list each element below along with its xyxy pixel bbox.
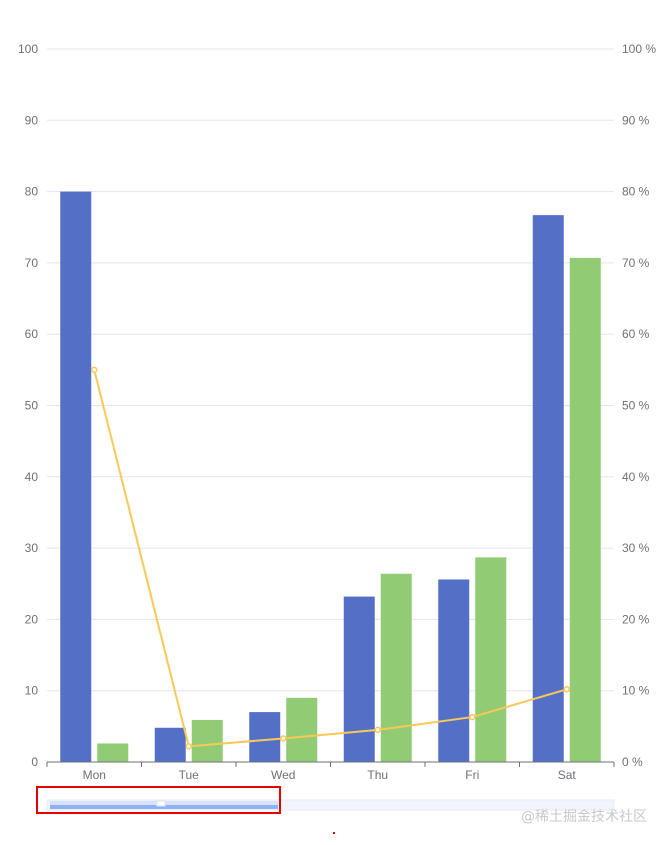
- bar-series-b: [569, 257, 601, 762]
- line-point: [185, 743, 192, 750]
- x-tick-label: Sat: [558, 768, 577, 782]
- y-left-tick-label: 0: [31, 755, 38, 769]
- y-left-tick-label: 100: [18, 42, 38, 56]
- y-left-tick-label: 30: [25, 541, 39, 555]
- watermark-text: @稀土掘金技术社区: [521, 809, 647, 825]
- y-right-tick-label: 20 %: [622, 612, 650, 626]
- y-left-tick-label: 50: [25, 399, 39, 413]
- line-point: [280, 735, 287, 742]
- zoom-track[interactable]: [46, 799, 615, 811]
- bar-series-a: [154, 727, 186, 762]
- x-tick-label: Wed: [271, 768, 295, 782]
- x-tick-label: Thu: [367, 768, 388, 782]
- y-right-tick-label: 40 %: [622, 470, 650, 484]
- y-right-tick-label: 60 %: [622, 327, 650, 341]
- bar-series-b: [380, 573, 412, 762]
- y-right-tick-label: 30 %: [622, 541, 650, 555]
- bar-series-a: [532, 215, 564, 762]
- y-left-tick-label: 80: [25, 185, 39, 199]
- zoom-handle[interactable]: [156, 800, 166, 807]
- y-right-tick-label: 0 %: [622, 755, 643, 769]
- line-point: [563, 686, 570, 693]
- y-left-tick-label: 40: [25, 470, 39, 484]
- y-right-tick-label: 70 %: [622, 256, 650, 270]
- y-axis-right-labels: 0 % 10 % 20 % 30 % 40 % 50 % 60 % 70 % 80 % 90 % 1…: [622, 42, 656, 769]
- y-left-tick-label: 20: [25, 612, 39, 626]
- y-left-tick-label: 60: [25, 327, 39, 341]
- bar-series-b: [286, 697, 318, 762]
- data-zoom-slider[interactable]: [36, 786, 615, 834]
- x-tick-label: Tue: [179, 768, 200, 782]
- y-left-tick-label: 10: [25, 684, 39, 698]
- bar-series-b: [475, 557, 507, 762]
- x-tick-label: Fri: [465, 768, 479, 782]
- bar-series-a: [60, 191, 92, 763]
- y-right-tick-label: 90 %: [622, 113, 650, 127]
- line-ratio: [93, 369, 568, 748]
- bar-series-a: [438, 579, 470, 762]
- y-left-tick-label: 90: [25, 113, 39, 127]
- zoom-filler[interactable]: [50, 805, 278, 809]
- bar-series-b: [97, 743, 129, 762]
- line-point: [469, 713, 476, 721]
- bar-series-a: [343, 596, 375, 762]
- bar-series-a: [249, 712, 281, 762]
- y-right-tick-label: 80 %: [622, 185, 650, 199]
- zoom-highlight-box: [36, 786, 281, 814]
- y-right-tick-label: 50 %: [622, 399, 650, 413]
- red-dot-mark: [333, 832, 335, 834]
- bar-series-b: [191, 719, 223, 762]
- grid-lines: [47, 48, 614, 692]
- x-axis: Mon Tue Wed Thu Fri Sat: [46, 761, 615, 782]
- y-left-tick-label: 70: [25, 256, 39, 270]
- x-tick-label: Mon: [83, 768, 106, 782]
- bar-series: [60, 191, 601, 763]
- y-right-tick-label: 10 %: [622, 684, 650, 698]
- line-series: [91, 366, 570, 750]
- y-axis-left-labels: 0 10 20 30 40 50 60 70 80 90 100: [18, 42, 38, 769]
- line-point: [374, 726, 381, 734]
- y-right-tick-label: 100 %: [622, 42, 656, 56]
- line-point: [91, 366, 98, 374]
